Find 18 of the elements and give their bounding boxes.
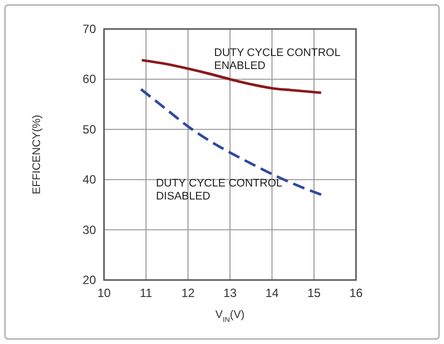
x-tick-label: 10 (97, 286, 111, 300)
series-label: DUTY CYCLE CONTROL DISABLED (156, 178, 282, 203)
x-tick-label: 16 (349, 286, 363, 300)
y-axis-title: EFFICENCY(%) (31, 114, 43, 194)
x-axis-title: V$_{IN}$(V) (215, 309, 245, 324)
x-tick-label: 12 (181, 286, 195, 300)
y-tick-label: 20 (82, 273, 96, 287)
x-tick-label: 11 (140, 286, 153, 300)
x-tick-label: 14 (265, 286, 279, 300)
x-tick-label: 15 (307, 286, 321, 300)
y-tick-label: 70 (82, 22, 96, 36)
series-label: DUTY CYCLE CONTROL ENABLED (214, 46, 340, 72)
x-tick-label: 13 (223, 286, 237, 300)
y-tick-label: 60 (82, 72, 96, 86)
y-tick-label: 50 (82, 122, 96, 136)
y-tick-label: 40 (82, 172, 96, 187)
y-tick-label: 30 (82, 222, 96, 237)
line-series (140, 58, 322, 94)
